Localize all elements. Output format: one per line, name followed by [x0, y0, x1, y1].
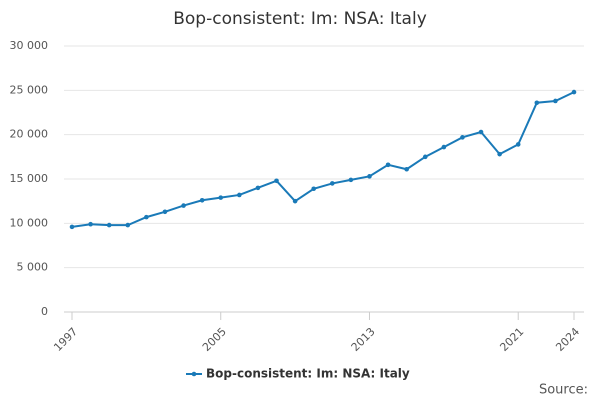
point	[144, 214, 149, 220]
point	[292, 198, 298, 204]
y-tick-label: 10 000	[10, 216, 49, 229]
point	[460, 135, 465, 140]
point	[497, 151, 502, 157]
x-tick-label: 2021	[497, 325, 526, 354]
y-tick-label: 0	[41, 305, 48, 318]
point	[441, 144, 447, 150]
point	[404, 166, 409, 172]
point	[534, 100, 540, 106]
point	[69, 224, 75, 230]
point	[162, 209, 168, 215]
point	[255, 185, 261, 191]
point	[218, 195, 224, 200]
legend-marker	[191, 371, 197, 377]
source: Source:	[539, 383, 588, 398]
x-tick-label: 2024	[553, 325, 582, 354]
x-tick-label: 1997	[51, 325, 80, 354]
point	[181, 203, 186, 208]
point	[106, 222, 112, 228]
point	[329, 181, 335, 186]
point	[385, 162, 391, 168]
y-tick-label: 30 000	[10, 39, 49, 52]
point	[311, 186, 317, 192]
point	[367, 174, 372, 179]
y-tick-label: 25 000	[10, 83, 49, 96]
point	[571, 89, 577, 95]
point	[199, 197, 205, 203]
point	[88, 221, 93, 227]
point	[125, 222, 131, 228]
point	[553, 98, 558, 104]
point	[422, 154, 428, 160]
y-tick-label: 15 000	[10, 172, 49, 185]
point	[348, 177, 354, 183]
point	[478, 129, 484, 135]
x-tick-label: 2005	[200, 325, 229, 354]
y-tick-label: 20 000	[10, 128, 49, 141]
chart-title: Bop-consistent: Im: NSA: Italy	[173, 9, 427, 29]
y-tick-label: 5 000	[17, 261, 49, 274]
legend-label: Bop-consistent: Im: NSA: Italy	[206, 367, 410, 381]
point	[274, 178, 279, 184]
point	[515, 142, 521, 147]
line	[71, 91, 575, 228]
x-tick-label: 2013	[349, 325, 378, 354]
point	[237, 192, 242, 198]
